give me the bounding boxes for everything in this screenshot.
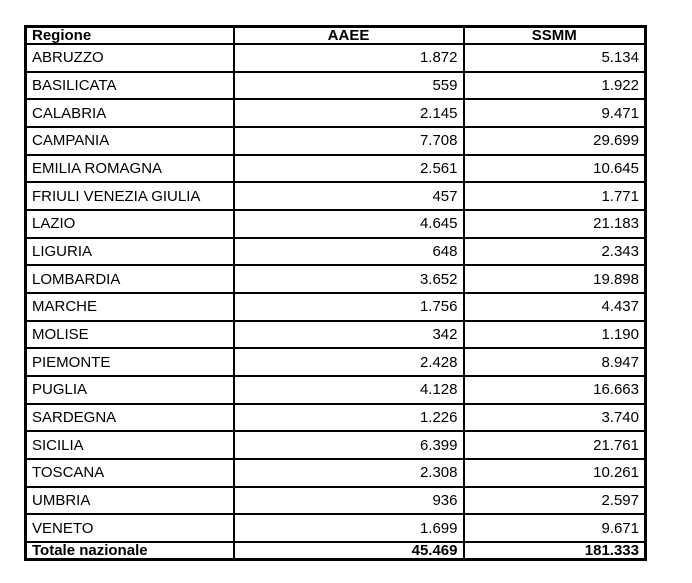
region-name-cell: MARCHE [24, 291, 235, 322]
region-name-cell: MOLISE [24, 319, 235, 350]
table-row: CAMPANIA 7.708 29.699 [24, 125, 647, 156]
ssmm-value-cell: 5.134 [462, 43, 647, 73]
column-header-ssmm: SSMM [462, 25, 647, 45]
aaee-value-cell: 2.561 [232, 153, 465, 184]
table-row: LOMBARDIA 3.652 19.898 [24, 264, 647, 294]
aaee-value-cell: 2.428 [232, 347, 465, 377]
table-row: UMBRIA 936 2.597 [24, 485, 647, 516]
region-name-cell: BASILICATA [24, 70, 235, 101]
region-name-cell: UMBRIA [24, 485, 235, 516]
aaee-value-cell: 936 [232, 485, 465, 516]
table-row: LAZIO 4.645 21.183 [24, 208, 647, 239]
region-name-cell: SICILIA [24, 430, 235, 460]
aaee-value-cell: 1.226 [232, 402, 465, 433]
region-name-cell: TOSCANA [24, 457, 235, 488]
region-name-cell: SARDEGNA [24, 402, 235, 433]
table-row: TOSCANA 2.308 10.261 [24, 457, 647, 488]
ssmm-value-cell: 10.645 [462, 153, 647, 184]
table-row: BASILICATA 559 1.922 [24, 70, 647, 101]
table-row: EMILIA ROMAGNA 2.561 10.645 [24, 153, 647, 184]
aaee-value-cell: 1.756 [232, 291, 465, 322]
region-name-cell: LAZIO [24, 208, 235, 239]
ssmm-value-cell: 1.190 [462, 319, 647, 350]
ssmm-value-cell: 1.922 [462, 70, 647, 101]
region-name-cell: LIGURIA [24, 236, 235, 267]
table-row: FRIULI VENEZIA GIULIA 457 1.771 [24, 181, 647, 211]
total-ssmm-value: 181.333 [462, 541, 647, 561]
region-name-cell: CAMPANIA [24, 125, 235, 156]
table-row: LIGURIA 648 2.343 [24, 236, 647, 267]
aaee-value-cell: 7.708 [232, 125, 465, 156]
ssmm-value-cell: 29.699 [462, 125, 647, 156]
ssmm-value-cell: 2.343 [462, 236, 647, 267]
ssmm-value-cell: 1.771 [462, 181, 647, 211]
region-name-cell: ABRUZZO [24, 43, 235, 73]
ssmm-value-cell: 2.597 [462, 485, 647, 516]
region-name-cell: LOMBARDIA [24, 264, 235, 294]
aaee-value-cell: 4.128 [232, 374, 465, 405]
region-name-cell: PIEMONTE [24, 347, 235, 377]
ssmm-value-cell: 4.437 [462, 291, 647, 322]
table-body: ABRUZZO 1.872 5.134 BASILICATA 559 1.922 CALAB… [24, 43, 647, 543]
ssmm-value-cell: 19.898 [462, 264, 647, 294]
ssmm-value-cell: 16.663 [462, 374, 647, 405]
total-row: Totale nazionale 45.469 181.333 [24, 541, 647, 561]
column-header-aaee: AAEE [232, 25, 465, 45]
table-row: SICILIA 6.399 21.761 [24, 430, 647, 460]
aaee-value-cell: 1.699 [232, 513, 465, 543]
total-aaee-value: 45.469 [232, 541, 465, 561]
ssmm-value-cell: 21.761 [462, 430, 647, 460]
ssmm-value-cell: 21.183 [462, 208, 647, 239]
regioni-table: Regione AAEE SSMM ABRUZZO 1.872 5.134 BASIL… [24, 25, 647, 561]
region-name-cell: CALABRIA [24, 98, 235, 128]
table-row: SARDEGNA 1.226 3.740 [24, 402, 647, 433]
table-row: VENETO 1.699 9.671 [24, 513, 647, 543]
aaee-value-cell: 3.652 [232, 264, 465, 294]
header-row: Regione AAEE SSMM [24, 25, 647, 45]
aaee-value-cell: 1.872 [232, 43, 465, 73]
table-row: PIEMONTE 2.428 8.947 [24, 347, 647, 377]
aaee-value-cell: 559 [232, 70, 465, 101]
aaee-value-cell: 457 [232, 181, 465, 211]
region-name-cell: PUGLIA [24, 374, 235, 405]
aaee-value-cell: 2.308 [232, 457, 465, 488]
total-label: Totale nazionale [24, 541, 235, 561]
aaee-value-cell: 4.645 [232, 208, 465, 239]
ssmm-value-cell: 9.671 [462, 513, 647, 543]
table-row: CALABRIA 2.145 9.471 [24, 98, 647, 128]
region-name-cell: EMILIA ROMAGNA [24, 153, 235, 184]
region-name-cell: VENETO [24, 513, 235, 543]
table-row: MARCHE 1.756 4.437 [24, 291, 647, 322]
table-row: MOLISE 342 1.190 [24, 319, 647, 350]
ssmm-value-cell: 9.471 [462, 98, 647, 128]
table-row: PUGLIA 4.128 16.663 [24, 374, 647, 405]
aaee-value-cell: 6.399 [232, 430, 465, 460]
table-row: ABRUZZO 1.872 5.134 [24, 43, 647, 73]
aaee-value-cell: 2.145 [232, 98, 465, 128]
ssmm-value-cell: 8.947 [462, 347, 647, 377]
aaee-value-cell: 342 [232, 319, 465, 350]
region-name-cell: FRIULI VENEZIA GIULIA [24, 181, 235, 211]
ssmm-value-cell: 3.740 [462, 402, 647, 433]
aaee-value-cell: 648 [232, 236, 465, 267]
ssmm-value-cell: 10.261 [462, 457, 647, 488]
column-header-regione: Regione [24, 25, 235, 45]
